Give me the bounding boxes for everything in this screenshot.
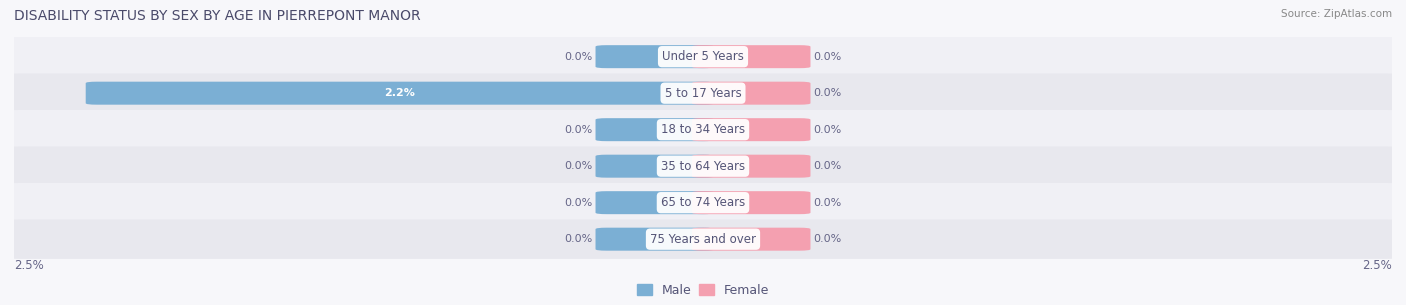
Text: 0.0%: 0.0% (565, 125, 593, 135)
Text: 75 Years and over: 75 Years and over (650, 233, 756, 246)
Text: 0.0%: 0.0% (565, 52, 593, 62)
FancyBboxPatch shape (596, 155, 714, 178)
Text: 0.0%: 0.0% (813, 198, 841, 208)
Text: 5 to 17 Years: 5 to 17 Years (665, 87, 741, 100)
FancyBboxPatch shape (0, 37, 1406, 76)
Text: 2.5%: 2.5% (14, 259, 44, 272)
FancyBboxPatch shape (0, 183, 1406, 222)
FancyBboxPatch shape (0, 220, 1406, 259)
Text: 0.0%: 0.0% (565, 161, 593, 171)
FancyBboxPatch shape (692, 228, 810, 251)
FancyBboxPatch shape (596, 191, 714, 214)
FancyBboxPatch shape (692, 155, 810, 178)
Text: 0.0%: 0.0% (813, 125, 841, 135)
Text: 0.0%: 0.0% (565, 198, 593, 208)
Text: 18 to 34 Years: 18 to 34 Years (661, 123, 745, 136)
Text: DISABILITY STATUS BY SEX BY AGE IN PIERREPONT MANOR: DISABILITY STATUS BY SEX BY AGE IN PIERR… (14, 9, 420, 23)
Text: 0.0%: 0.0% (813, 234, 841, 244)
Legend: Male, Female: Male, Female (631, 279, 775, 302)
Text: Source: ZipAtlas.com: Source: ZipAtlas.com (1281, 9, 1392, 19)
FancyBboxPatch shape (0, 110, 1406, 149)
FancyBboxPatch shape (596, 228, 714, 251)
FancyBboxPatch shape (692, 118, 810, 141)
Text: 0.0%: 0.0% (813, 88, 841, 98)
Text: 2.2%: 2.2% (384, 88, 415, 98)
FancyBboxPatch shape (692, 191, 810, 214)
Text: 2.5%: 2.5% (1362, 259, 1392, 272)
Text: 0.0%: 0.0% (565, 234, 593, 244)
FancyBboxPatch shape (0, 146, 1406, 186)
Text: 0.0%: 0.0% (813, 161, 841, 171)
FancyBboxPatch shape (0, 74, 1406, 113)
FancyBboxPatch shape (596, 45, 714, 68)
Text: 35 to 64 Years: 35 to 64 Years (661, 160, 745, 173)
FancyBboxPatch shape (596, 118, 714, 141)
Text: Under 5 Years: Under 5 Years (662, 50, 744, 63)
FancyBboxPatch shape (692, 45, 810, 68)
Text: 0.0%: 0.0% (813, 52, 841, 62)
FancyBboxPatch shape (86, 82, 714, 105)
Text: 65 to 74 Years: 65 to 74 Years (661, 196, 745, 209)
FancyBboxPatch shape (692, 82, 810, 105)
